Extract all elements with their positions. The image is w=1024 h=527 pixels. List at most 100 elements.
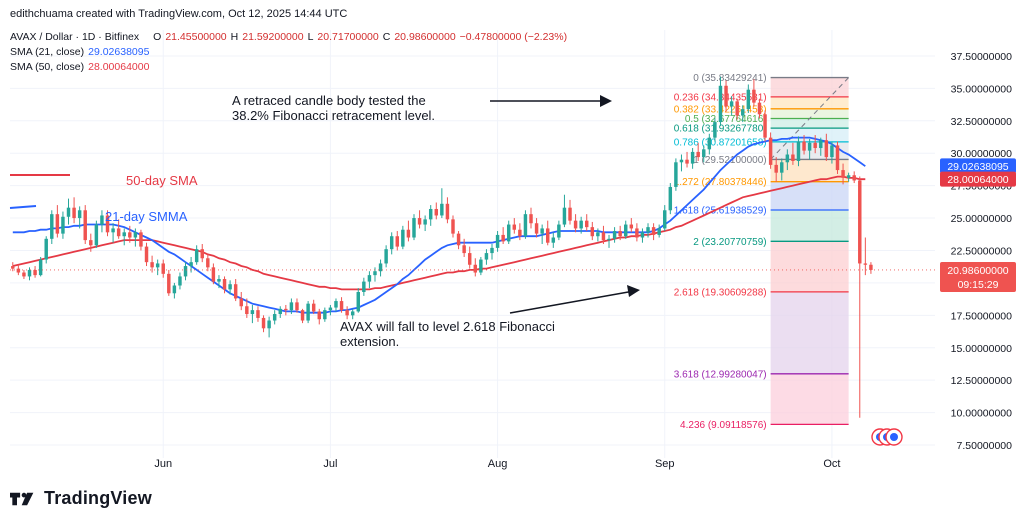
candle-body — [718, 85, 723, 123]
candle-body — [22, 272, 26, 277]
y-tick-label: 22.50000000 — [951, 245, 1012, 257]
candle-body — [545, 228, 550, 243]
candle-body — [774, 164, 778, 173]
candle-body — [573, 220, 578, 229]
sma50-line — [12, 175, 866, 291]
candle-body — [272, 314, 277, 321]
y-tick-label: 37.50000000 — [951, 51, 1012, 63]
candle-body — [590, 227, 595, 237]
candle-body — [38, 259, 43, 276]
sma50-value: 28.00064000 — [88, 61, 150, 73]
candle-body — [540, 228, 544, 234]
candle-body — [239, 298, 243, 307]
legend-sma21[interactable]: SMA (21, close) 29.02638095 — [10, 45, 567, 60]
legend-sma50[interactable]: SMA (50, close) 28.00064000 — [10, 60, 567, 75]
candle-body — [133, 232, 138, 238]
fib-zone — [770, 118, 849, 129]
chart-credit: edithchuama created with TradingView.com… — [10, 8, 348, 20]
candle-body — [846, 175, 851, 178]
candle-body — [568, 207, 572, 221]
candle-body — [100, 215, 104, 225]
candle-body — [596, 232, 600, 237]
candle-body — [685, 159, 689, 164]
x-tick-label: Jul — [323, 458, 337, 470]
annotation-note1: 38.2% Fibonacci retracement level. — [232, 108, 435, 123]
y-tick-label: 30.00000000 — [951, 148, 1012, 160]
candle-body — [172, 285, 177, 294]
sma50-label: SMA (50, close) — [10, 61, 85, 73]
candle-body — [713, 122, 717, 138]
fib-level-label: 0.786 (30.87201658) — [674, 137, 767, 148]
candle-body — [306, 303, 310, 321]
candle-body — [367, 275, 372, 282]
sma21-label: SMA (21, close) — [10, 46, 85, 58]
x-tick-label: Jun — [154, 458, 172, 470]
candle-body — [389, 236, 394, 250]
fib-trend-line — [770, 77, 849, 160]
x-tick-label: Aug — [488, 458, 508, 470]
candle-body — [339, 301, 344, 311]
candle-body — [763, 114, 767, 138]
candle-body — [863, 263, 868, 265]
candle-body — [77, 210, 82, 219]
candle-body — [562, 207, 567, 225]
change-value: −0.47800000 (−2.23%) — [459, 31, 568, 43]
candle-body — [128, 232, 132, 238]
candle-body — [585, 220, 589, 228]
candle-body — [551, 237, 556, 243]
event-flag-icon — [890, 433, 898, 441]
symbol-label: AVAX / Dollar · 1D · Bitfinex — [10, 31, 140, 43]
last-price-tag: 20.98600000 — [947, 265, 1008, 277]
sma50-price-tag: 28.00064000 — [947, 174, 1008, 186]
candle-body — [813, 142, 817, 149]
fib-level-label: 0.618 (31.93267780) — [674, 124, 767, 135]
x-tick-label: Oct — [823, 458, 840, 470]
close-value: 20.98600000 — [394, 31, 456, 43]
candle-body — [445, 203, 450, 220]
axes: 37.50000000 35.00000000 32.50000000 30.0000… — [154, 51, 1016, 470]
y-tick-label: 17.50000000 — [951, 310, 1012, 322]
candle-body — [406, 229, 411, 238]
sma21-price-tag-bg — [940, 158, 1016, 174]
fib-zone — [770, 77, 849, 97]
fib-level-label: 0.5 (32.67764616) — [685, 114, 767, 125]
open-value: 21.45500000 — [165, 31, 227, 43]
candle-body — [768, 137, 773, 165]
annotation-note2: AVAX will fall to level 2.618 Fibonacci — [340, 319, 555, 334]
candle-body — [668, 186, 673, 211]
candle-body — [401, 229, 405, 247]
candle-body — [150, 262, 154, 268]
candle-body — [16, 268, 21, 273]
fib-zone — [770, 96, 849, 109]
candle-body — [116, 228, 121, 237]
sma50-price-tag-bg — [940, 171, 1016, 187]
candle-body — [83, 210, 87, 241]
fib-level-label: 1.272 (27.80378446) — [674, 177, 767, 188]
candle-body — [222, 279, 227, 290]
candle-body — [529, 214, 533, 224]
candle-body — [317, 311, 321, 320]
candle-body — [323, 310, 327, 320]
candle-body — [440, 203, 444, 216]
high-label: H — [230, 31, 239, 43]
candle-body — [824, 140, 829, 158]
fib-zone — [770, 373, 849, 425]
arrow-head — [627, 285, 640, 297]
candle-body — [852, 175, 856, 181]
candle-body — [267, 320, 271, 329]
candle-body — [55, 214, 60, 234]
candle-body — [94, 224, 99, 246]
candle-body — [741, 109, 745, 116]
candle-body — [451, 219, 455, 234]
fib-level-label: 3.618 (12.99280047) — [674, 369, 767, 380]
logo-text: TradingView — [44, 488, 152, 508]
tradingview-logo[interactable]: TradingView — [10, 488, 152, 509]
sma21-annotation: 21-day SMMA — [105, 209, 188, 224]
candle-body — [635, 228, 639, 238]
sma21-price-tag: 29.02638095 — [947, 161, 1008, 173]
candle-body — [72, 207, 76, 219]
candle-body — [295, 302, 299, 311]
candle-body — [858, 180, 862, 264]
candle-body — [663, 210, 667, 229]
